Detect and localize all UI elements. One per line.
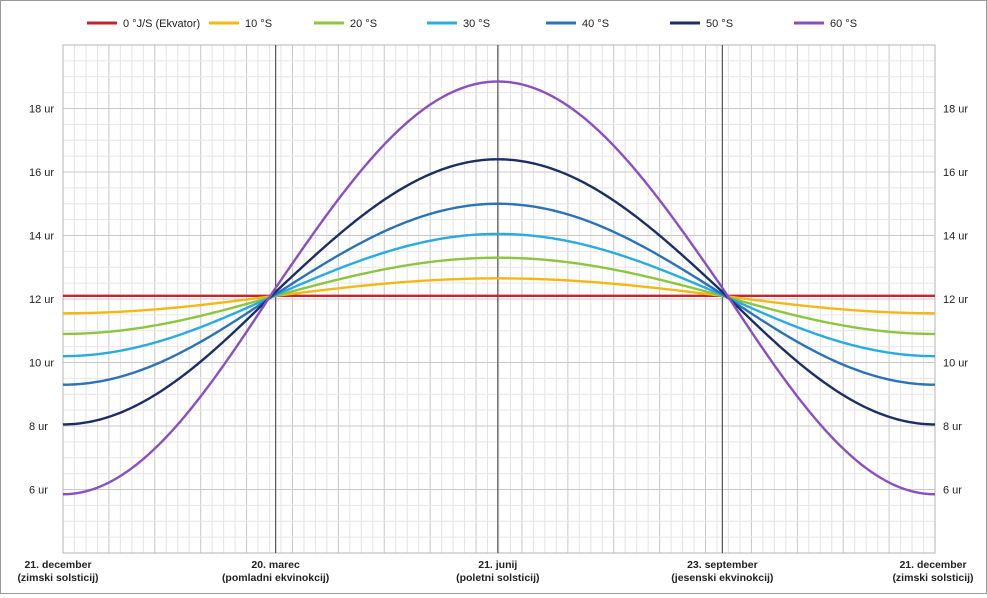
x-tick-sublabel: (zimski solsticij) bbox=[17, 572, 98, 584]
legend: 0 °J/S (Ekvator) 10 °S 20 °S 30 °S 40 °S 50 °… bbox=[87, 18, 857, 30]
x-tick-label: 21. december bbox=[899, 559, 966, 571]
y-tick-label: 14 ur bbox=[943, 231, 968, 243]
y-tick-label: 10 ur bbox=[29, 358, 54, 370]
series-lines bbox=[62, 80, 936, 496]
gridlines bbox=[62, 44, 936, 554]
series-line-3 bbox=[62, 232, 936, 358]
y-tick-label: 10 ur bbox=[943, 358, 968, 370]
x-tick-sublabel: (zimski solsticij) bbox=[892, 572, 973, 584]
y-tick-label: 18 ur bbox=[943, 104, 968, 116]
legend-label: 40 °S bbox=[582, 18, 609, 30]
plot-border bbox=[62, 44, 936, 554]
legend-label: 60 °S bbox=[830, 18, 857, 30]
legend-label: 50 °S bbox=[706, 18, 733, 30]
legend-item: 60 °S bbox=[794, 18, 857, 30]
legend-label: 20 °S bbox=[350, 18, 377, 30]
y-tick-label: 12 ur bbox=[943, 294, 968, 306]
legend-label: 30 °S bbox=[463, 18, 490, 30]
legend-item: 20 °S bbox=[314, 18, 377, 30]
x-axis: 21. december(zimski solsticij)20. marec(… bbox=[17, 559, 973, 584]
y-tick-label: 16 ur bbox=[943, 167, 968, 179]
y-tick-label: 14 ur bbox=[29, 231, 54, 243]
series-line-6 bbox=[62, 80, 936, 496]
legend-label: 10 °S bbox=[245, 18, 272, 30]
y-axis-left: 6 ur 8 ur 10 ur 12 ur 14 ur 16 ur 18 ur bbox=[29, 104, 54, 497]
legend-item: 30 °S bbox=[427, 18, 490, 30]
series-line-5 bbox=[62, 158, 936, 426]
y-tick-label: 8 ur bbox=[29, 421, 48, 433]
legend-item: 10 °S bbox=[209, 18, 272, 30]
y-tick-label: 6 ur bbox=[943, 485, 962, 497]
series-line-2 bbox=[63, 256, 935, 336]
legend-item: 50 °S bbox=[670, 18, 733, 30]
x-tick-label: 21. december bbox=[24, 559, 91, 571]
legend-item: 40 °S bbox=[546, 18, 609, 30]
legend-item: 0 °J/S (Ekvator) bbox=[87, 18, 200, 30]
x-tick-label: 23. september bbox=[687, 559, 758, 571]
series-line-1 bbox=[62, 277, 936, 315]
x-tick-sublabel: (poletni solsticij) bbox=[456, 572, 539, 584]
x-tick-sublabel: (pomladni ekvinokcij) bbox=[222, 572, 329, 584]
x-tick-sublabel: (jesenski ekvinokcij) bbox=[671, 572, 773, 584]
y-tick-label: 6 ur bbox=[29, 485, 48, 497]
x-tick-label: 21. junij bbox=[478, 559, 517, 571]
x-tick-label: 20. marec bbox=[251, 559, 300, 571]
legend-label: 0 °J/S (Ekvator) bbox=[123, 18, 200, 30]
y-tick-label: 16 ur bbox=[29, 167, 54, 179]
y-tick-label: 18 ur bbox=[29, 104, 54, 116]
series-line-4 bbox=[62, 202, 936, 386]
y-tick-label: 8 ur bbox=[943, 421, 962, 433]
y-axis-right: 6 ur 8 ur 10 ur 12 ur 14 ur 16 ur 18 ur bbox=[943, 104, 968, 497]
y-tick-label: 12 ur bbox=[29, 294, 54, 306]
